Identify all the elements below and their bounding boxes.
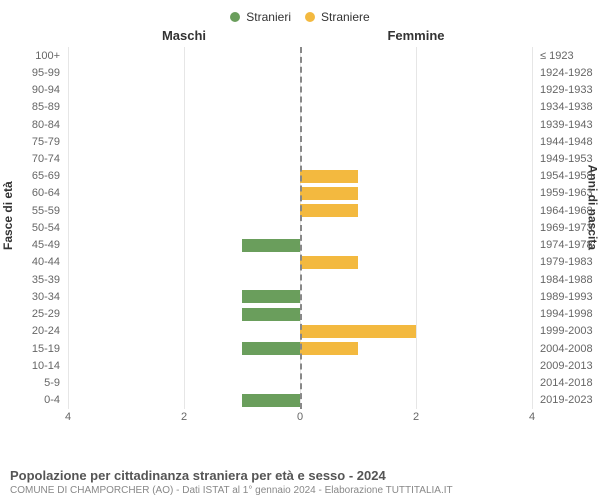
- year-label: 1964-1968: [540, 205, 593, 217]
- center-divider: [300, 47, 302, 409]
- age-label: 60-64: [32, 187, 60, 199]
- legend-item-female: Straniere: [305, 10, 370, 24]
- legend-label-male: Stranieri: [246, 10, 291, 24]
- year-label: 1934-1938: [540, 101, 593, 113]
- age-label: 90-94: [32, 84, 60, 96]
- male-bar: [242, 342, 300, 355]
- legend-item-male: Stranieri: [230, 10, 291, 24]
- year-label: 1949-1953: [540, 153, 593, 165]
- year-label: 2009-2013: [540, 360, 593, 372]
- female-bar: [300, 256, 358, 269]
- grid-line: [68, 47, 69, 409]
- age-label: 5-9: [44, 377, 60, 389]
- age-label: 100+: [35, 50, 60, 62]
- age-label: 70-74: [32, 153, 60, 165]
- age-label: 20-24: [32, 325, 60, 337]
- age-label: 80-84: [32, 119, 60, 131]
- female-bar: [300, 325, 416, 338]
- female-bar: [300, 342, 358, 355]
- x-tick-label: 4: [529, 411, 535, 423]
- year-label: 1939-1943: [540, 119, 593, 131]
- year-label: 1959-1963: [540, 187, 593, 199]
- age-label: 50-54: [32, 222, 60, 234]
- x-tick-label: 4: [65, 411, 71, 423]
- header-female: Femmine: [300, 28, 532, 43]
- age-label: 95-99: [32, 67, 60, 79]
- header-male: Maschi: [68, 28, 300, 43]
- chart-title: Popolazione per cittadinanza straniera p…: [10, 468, 590, 483]
- chart-footer: Popolazione per cittadinanza straniera p…: [10, 468, 590, 496]
- age-label: 30-34: [32, 291, 60, 303]
- age-label: 65-69: [32, 170, 60, 182]
- gender-headers: Maschi Femmine: [68, 28, 532, 43]
- year-label: 1999-2003: [540, 325, 593, 337]
- population-pyramid-chart: Stranieri Straniere Maschi Femmine Fasce…: [0, 0, 600, 500]
- male-bar: [242, 239, 300, 252]
- year-label: 1969-1973: [540, 222, 593, 234]
- legend: Stranieri Straniere: [0, 0, 600, 24]
- age-label: 55-59: [32, 205, 60, 217]
- male-bar: [242, 290, 300, 303]
- x-tick-label: 2: [181, 411, 187, 423]
- male-bar: [242, 394, 300, 407]
- age-label: 10-14: [32, 360, 60, 372]
- age-label: 40-44: [32, 256, 60, 268]
- year-label: 2014-2018: [540, 377, 593, 389]
- year-label: 2019-2023: [540, 394, 593, 406]
- y-axis-title-left: Fasce di età: [1, 181, 15, 250]
- grid-line: [416, 47, 417, 409]
- age-label: 15-19: [32, 343, 60, 355]
- legend-label-female: Straniere: [321, 10, 370, 24]
- age-label: 25-29: [32, 308, 60, 320]
- x-tick-label: 0: [297, 411, 303, 423]
- year-label: ≤ 1923: [540, 50, 574, 62]
- female-swatch: [305, 12, 315, 22]
- male-bar: [242, 308, 300, 321]
- age-label: 85-89: [32, 101, 60, 113]
- grid-line: [184, 47, 185, 409]
- year-label: 1954-1958: [540, 170, 593, 182]
- age-label: 45-49: [32, 239, 60, 251]
- female-bar: [300, 170, 358, 183]
- age-label: 0-4: [44, 394, 60, 406]
- year-label: 1994-1998: [540, 308, 593, 320]
- year-label: 1979-1983: [540, 256, 593, 268]
- female-bar: [300, 204, 358, 217]
- female-bar: [300, 187, 358, 200]
- year-label: 1924-1928: [540, 67, 593, 79]
- chart-subtitle: COMUNE DI CHAMPORCHER (AO) - Dati ISTAT …: [10, 485, 590, 496]
- x-tick-label: 2: [413, 411, 419, 423]
- year-label: 2004-2008: [540, 343, 593, 355]
- age-label: 35-39: [32, 274, 60, 286]
- x-axis-ticks: 4 2 0 2 4: [68, 409, 532, 427]
- year-label: 1974-1978: [540, 239, 593, 251]
- grid-line: [532, 47, 533, 409]
- male-swatch: [230, 12, 240, 22]
- plot-area: 100+≤ 192395-991924-192890-941929-193385…: [68, 47, 532, 427]
- age-label: 75-79: [32, 136, 60, 148]
- year-label: 1944-1948: [540, 136, 593, 148]
- year-label: 1984-1988: [540, 274, 593, 286]
- year-label: 1989-1993: [540, 291, 593, 303]
- year-label: 1929-1933: [540, 84, 593, 96]
